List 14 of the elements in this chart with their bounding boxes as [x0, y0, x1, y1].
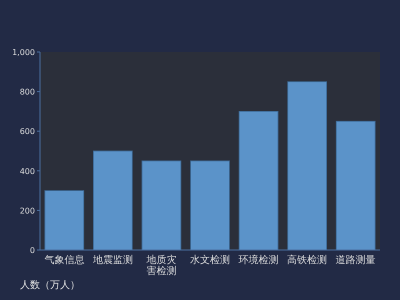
- y-tick-label: 600: [20, 127, 35, 136]
- y-tick-label: 0: [30, 246, 35, 255]
- x-tick-label: 地质灾害检测: [145, 254, 176, 277]
- x-tick-label: 气象信息: [44, 254, 84, 266]
- x-tick-label: 环境检测: [238, 254, 279, 266]
- x-tick-label: 道路测量: [336, 254, 376, 266]
- y-axis-title: 人数（万人）: [20, 280, 80, 291]
- y-tick-label: 400: [20, 166, 35, 176]
- x-tick-label: 水文检测: [190, 254, 230, 266]
- x-tick-label: 高铁检测: [287, 254, 328, 266]
- y-tick-label: 200: [20, 206, 35, 216]
- x-tick-label: 地震监测: [92, 254, 133, 266]
- y-tick-label: 800: [20, 88, 35, 97]
- y-tick-label: 1,000: [12, 48, 35, 57]
